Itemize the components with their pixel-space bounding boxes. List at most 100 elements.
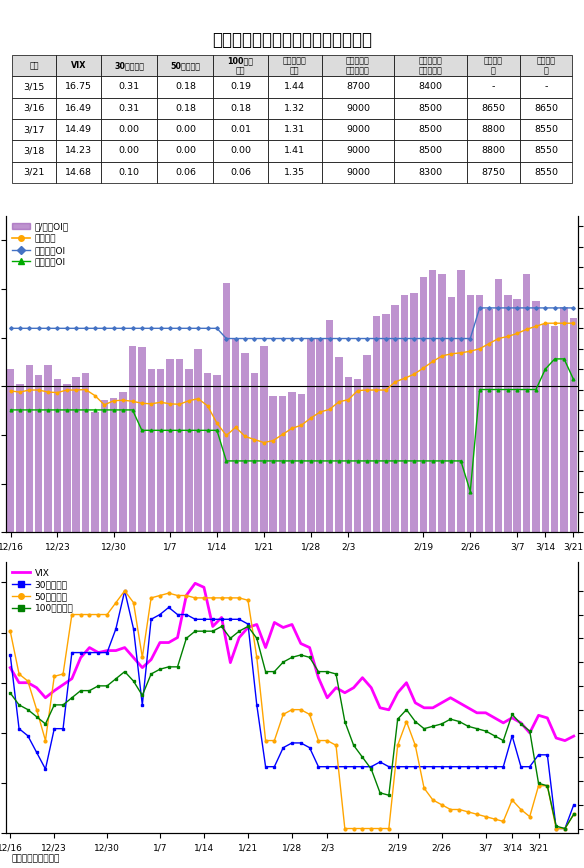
- Bar: [391, 305, 399, 581]
- Bar: [176, 359, 183, 581]
- Bar: [57, 97, 101, 119]
- Bar: [551, 326, 558, 581]
- Bar: [382, 314, 390, 581]
- Bar: [241, 353, 249, 581]
- Bar: [158, 55, 214, 76]
- Text: 14.23: 14.23: [65, 147, 92, 155]
- Bar: [213, 375, 221, 581]
- Text: 8550: 8550: [534, 168, 558, 177]
- Text: -: -: [492, 82, 495, 91]
- Bar: [467, 55, 520, 76]
- Text: 1.44: 1.44: [284, 82, 305, 91]
- Bar: [322, 76, 394, 97]
- Bar: [520, 97, 572, 119]
- Text: 0.00: 0.00: [230, 147, 251, 155]
- Bar: [7, 369, 14, 581]
- Bar: [269, 396, 277, 581]
- Bar: [520, 76, 572, 97]
- Bar: [298, 394, 305, 581]
- Text: 0.18: 0.18: [230, 104, 251, 113]
- Text: 8550: 8550: [534, 147, 558, 155]
- Bar: [541, 324, 549, 581]
- Text: 1.35: 1.35: [284, 168, 305, 177]
- Bar: [267, 119, 322, 141]
- Bar: [214, 141, 267, 161]
- Bar: [158, 141, 214, 161]
- Bar: [12, 97, 57, 119]
- Text: 賣買權未平
倉比: 賣買權未平 倉比: [283, 56, 307, 75]
- Text: 8550: 8550: [534, 125, 558, 135]
- Text: 選賣權最
大: 選賣權最 大: [484, 56, 503, 75]
- Text: 16.75: 16.75: [65, 82, 92, 91]
- Bar: [345, 377, 352, 581]
- Text: 30日百分位: 30日百分位: [114, 61, 144, 70]
- Bar: [35, 375, 43, 581]
- Bar: [12, 161, 57, 183]
- Bar: [467, 161, 520, 183]
- Bar: [128, 345, 136, 581]
- Text: 買權最大未
平倉履約價: 買權最大未 平倉履約價: [346, 56, 370, 75]
- Legend: VIX, 30日百分位, 50日百分位, 100日百分位: VIX, 30日百分位, 50日百分位, 100日百分位: [11, 567, 75, 615]
- Bar: [232, 338, 239, 581]
- Text: 0.10: 0.10: [119, 168, 140, 177]
- Bar: [520, 119, 572, 141]
- Bar: [214, 55, 267, 76]
- Bar: [513, 299, 521, 581]
- Bar: [12, 76, 57, 97]
- Text: 賣權最大未
平倉履約價: 賣權最大未 平倉履約價: [419, 56, 443, 75]
- Text: 日期: 日期: [29, 61, 39, 70]
- Bar: [448, 297, 456, 581]
- Text: 1.41: 1.41: [284, 147, 305, 155]
- Text: 8300: 8300: [419, 168, 443, 177]
- Text: 0.00: 0.00: [175, 147, 196, 155]
- Bar: [57, 76, 101, 97]
- Text: 0.18: 0.18: [175, 104, 196, 113]
- Bar: [267, 97, 322, 119]
- Bar: [523, 273, 530, 581]
- Bar: [251, 372, 258, 581]
- Bar: [166, 359, 174, 581]
- Bar: [467, 295, 474, 581]
- Bar: [467, 76, 520, 97]
- Bar: [57, 119, 101, 141]
- Text: 3/17: 3/17: [23, 125, 45, 135]
- Bar: [101, 119, 158, 141]
- Bar: [560, 306, 568, 581]
- Text: 0.00: 0.00: [119, 147, 140, 155]
- Bar: [419, 278, 427, 581]
- Bar: [214, 97, 267, 119]
- Text: 8700: 8700: [346, 82, 370, 91]
- Bar: [520, 141, 572, 161]
- Bar: [82, 372, 89, 581]
- Text: -: -: [544, 82, 548, 91]
- Bar: [100, 400, 108, 581]
- Bar: [322, 141, 394, 161]
- Bar: [485, 308, 493, 581]
- Text: 100日百
分位: 100日百 分位: [228, 56, 253, 75]
- Bar: [63, 385, 71, 581]
- Text: 選買權最
大: 選買權最 大: [537, 56, 555, 75]
- Bar: [158, 161, 214, 183]
- Bar: [260, 345, 267, 581]
- Text: 8800: 8800: [481, 125, 505, 135]
- Text: 3/18: 3/18: [23, 147, 45, 155]
- Bar: [185, 369, 193, 581]
- Bar: [12, 141, 57, 161]
- Text: 9000: 9000: [346, 125, 370, 135]
- Text: 9000: 9000: [346, 147, 370, 155]
- Bar: [467, 141, 520, 161]
- Bar: [138, 347, 145, 581]
- Bar: [119, 392, 127, 581]
- Bar: [504, 295, 512, 581]
- Bar: [101, 76, 158, 97]
- Text: 0.06: 0.06: [230, 168, 251, 177]
- Bar: [335, 358, 343, 581]
- Text: 選擇權波動率指數與賣買權未平倉比: 選擇權波動率指數與賣買權未平倉比: [212, 31, 372, 49]
- Bar: [267, 141, 322, 161]
- Bar: [279, 396, 286, 581]
- Bar: [520, 161, 572, 183]
- Text: 8650: 8650: [534, 104, 558, 113]
- Bar: [476, 295, 484, 581]
- Bar: [26, 365, 33, 581]
- Bar: [394, 161, 467, 183]
